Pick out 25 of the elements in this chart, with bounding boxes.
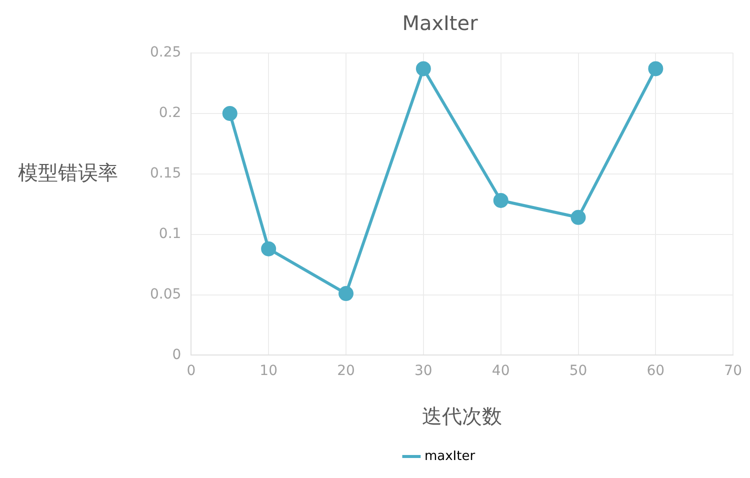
point (261, 241, 276, 256)
x-tick-label: 30 (414, 363, 432, 380)
x-tick-label: 10 (260, 363, 278, 380)
y-tick-label: 0.15 (150, 166, 182, 182)
point (416, 61, 431, 76)
x-axis-title: 迭代次数 (422, 404, 502, 428)
point (338, 286, 354, 302)
y-tick-label: 0.2 (158, 105, 182, 122)
y-tick-label: 0.05 (150, 286, 182, 302)
point (570, 210, 586, 225)
point (648, 61, 664, 76)
point (222, 106, 238, 121)
x-tick-label: 0 (186, 363, 196, 380)
legend-label: maxIter (424, 448, 476, 464)
chart-title: MaxIter (402, 11, 479, 36)
y-tick-label: 0.25 (150, 44, 182, 61)
y-tick-label: 0.1 (158, 226, 182, 242)
y-tick-label: 0 (172, 346, 182, 363)
x-tick-label: 70 (724, 363, 742, 380)
x-tick-label: 60 (646, 363, 665, 380)
x-tick-label: 20 (337, 363, 355, 380)
y-axis-title: 模型错误率 (18, 160, 118, 184)
point (493, 192, 508, 208)
x-tick-label: 50 (569, 363, 588, 380)
x-tick-label: 40 (492, 363, 510, 380)
